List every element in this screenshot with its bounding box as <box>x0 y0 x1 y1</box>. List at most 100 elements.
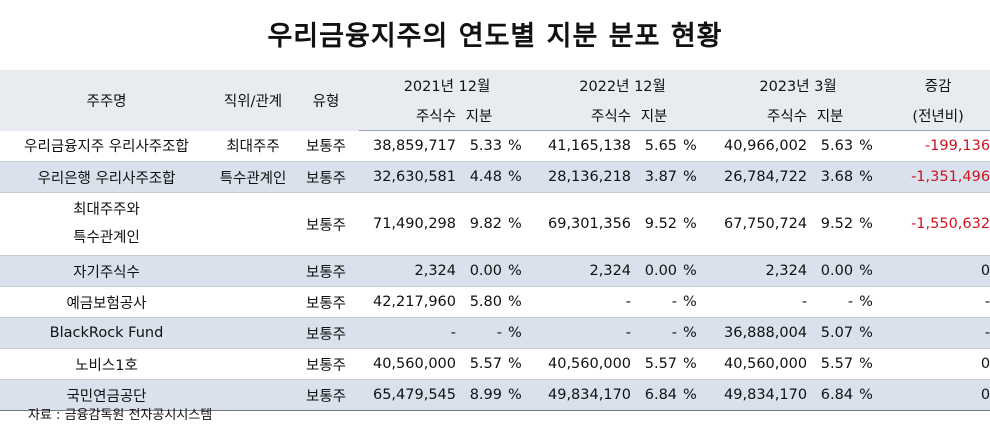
change-value: -1,351,496 <box>886 161 990 193</box>
shares-2022: 40,560,000 <box>535 348 632 380</box>
stake-2022: 0.00 <box>631 255 678 287</box>
col-header-change: 증감 <box>886 70 990 100</box>
shareholder-name: 국민연금공단 <box>0 379 213 411</box>
pct-sign: % <box>502 379 536 411</box>
change-value: - <box>886 317 990 349</box>
shares-2022: 2,324 <box>535 255 632 287</box>
shareholder-role <box>213 286 293 318</box>
table-row: 우리금융지주 우리사주조합 최대주주 보통주 38,859,717 5.33 %… <box>0 130 990 162</box>
share-type: 보통주 <box>293 130 359 162</box>
pct-sign: % <box>853 161 887 193</box>
pct-sign: % <box>502 161 536 193</box>
stake-2021: 5.57 <box>456 348 502 380</box>
col-header-period-1: 2021년 12월 <box>359 70 536 100</box>
change-value: 0 <box>886 348 990 380</box>
stake-2023: 9.52 <box>807 192 854 256</box>
stake-2023: 5.63 <box>807 130 854 162</box>
stake-2022: 9.52 <box>631 192 678 256</box>
change-value: - <box>886 286 990 318</box>
stake-2022: - <box>631 286 678 318</box>
shareholder-role: 특수관계인 <box>213 161 293 193</box>
share-type: 보통주 <box>293 192 359 256</box>
stake-2021: 9.82 <box>456 192 502 256</box>
page-title: 우리금융지주의 연도별 지분 분포 현황 <box>267 21 723 52</box>
shares-2021: 38,859,717 <box>359 130 456 162</box>
shares-2021: 40,560,000 <box>359 348 456 380</box>
shareholder-name: 자기주식수 <box>0 255 213 287</box>
shareholder-name-line-2: 특수관계인 <box>73 230 140 246</box>
shares-2022: - <box>535 317 632 349</box>
shares-2022: 69,301,356 <box>535 192 632 256</box>
shares-2022: 49,834,170 <box>535 379 632 411</box>
col-header-role: 직위/관계 <box>213 70 293 131</box>
col-header-shares: 주식수 <box>710 100 808 131</box>
col-header-shares: 주식수 <box>535 100 632 131</box>
stake-2021: - <box>456 317 502 349</box>
shares-2023: 36,888,004 <box>710 317 808 349</box>
stake-2022: - <box>631 317 678 349</box>
shareholder-role <box>213 192 293 256</box>
pct-sign: % <box>853 192 887 256</box>
share-type: 보통주 <box>293 348 359 380</box>
shares-2023: 2,324 <box>710 255 808 287</box>
col-header-change-sub: (전년비) <box>886 100 990 131</box>
stake-2023: 5.07 <box>807 317 854 349</box>
shares-2023: - <box>710 286 808 318</box>
pct-sign: % <box>677 348 711 380</box>
table-row: 국민연금공단 보통주 65,479,545 8.99 % 49,834,170 … <box>0 379 990 411</box>
stake-2021: 4.48 <box>456 161 502 193</box>
source-note: 자료 : 금융감독원 전자공시시스템 <box>28 408 213 423</box>
shareholder-role: 최대주주 <box>213 130 293 162</box>
table-row: 우리은행 우리사주조합 특수관계인 보통주 32,630,581 4.48 % … <box>0 161 990 193</box>
pct-sign: % <box>853 130 887 162</box>
change-value: -199,136 <box>886 130 990 162</box>
shareholder-name: 최대주주와 특수관계인 <box>0 192 213 256</box>
share-type: 보통주 <box>293 255 359 287</box>
stake-2022: 5.65 <box>631 130 678 162</box>
stake-2023: 3.68 <box>807 161 854 193</box>
pct-sign: % <box>853 317 887 349</box>
pct-sign: % <box>502 317 536 349</box>
pct-sign: % <box>677 317 711 349</box>
shareholder-name: 예금보험공사 <box>0 286 213 318</box>
shares-2022: - <box>535 286 632 318</box>
pct-sign: % <box>677 192 711 256</box>
pct-sign: % <box>677 379 711 411</box>
shares-2023: 40,966,002 <box>710 130 808 162</box>
shares-2021: - <box>359 317 456 349</box>
shares-2021: 42,217,960 <box>359 286 456 318</box>
shares-2023: 40,560,000 <box>710 348 808 380</box>
table-row: BlackRock Fund 보통주 - - % - - % 36,888,00… <box>0 317 990 349</box>
stake-2021: 0.00 <box>456 255 502 287</box>
shareholder-role <box>213 379 293 411</box>
header-row-2: 주식수 지분 주식수 지분 주식수 지분 (전년비) <box>0 100 990 131</box>
pct-sign: % <box>502 130 536 162</box>
stake-2023: 0.00 <box>807 255 854 287</box>
shares-2021: 32,630,581 <box>359 161 456 193</box>
stake-2023: 5.57 <box>807 348 854 380</box>
pct-sign: % <box>677 130 711 162</box>
shareholder-role <box>213 348 293 380</box>
shares-2021: 2,324 <box>359 255 456 287</box>
col-header-stake: 지분 <box>807 100 854 131</box>
table-row: 예금보험공사 보통주 42,217,960 5.80 % - - % - - %… <box>0 286 990 318</box>
pct-sign: % <box>853 348 887 380</box>
shareholder-name: 노비스1호 <box>0 348 213 380</box>
shares-2021: 65,479,545 <box>359 379 456 411</box>
shares-2023: 26,784,722 <box>710 161 808 193</box>
shares-2023: 67,750,724 <box>710 192 808 256</box>
stake-2023: - <box>807 286 854 318</box>
header-row-1: 주주명 직위/관계 유형 2021년 12월 2022년 12월 2023년 3… <box>0 70 990 131</box>
shareholder-name: BlackRock Fund <box>0 317 213 349</box>
table-row: 자기주식수 보통주 2,324 0.00 % 2,324 0.00 % 2,32… <box>0 255 990 287</box>
table-row: 최대주주와 특수관계인 보통주 71,490,298 9.82 % 69,301… <box>0 192 990 256</box>
pct-sign: % <box>853 286 887 318</box>
pct-sign: % <box>677 255 711 287</box>
col-header-name: 주주명 <box>0 70 213 131</box>
col-header-period-2: 2022년 12월 <box>535 70 711 100</box>
shares-2021: 71,490,298 <box>359 192 456 256</box>
shareholder-role <box>213 255 293 287</box>
col-header-period-3: 2023년 3월 <box>710 70 887 100</box>
shareholding-table: 주주명 직위/관계 유형 2021년 12월 2022년 12월 2023년 3… <box>0 70 990 411</box>
share-type: 보통주 <box>293 286 359 318</box>
